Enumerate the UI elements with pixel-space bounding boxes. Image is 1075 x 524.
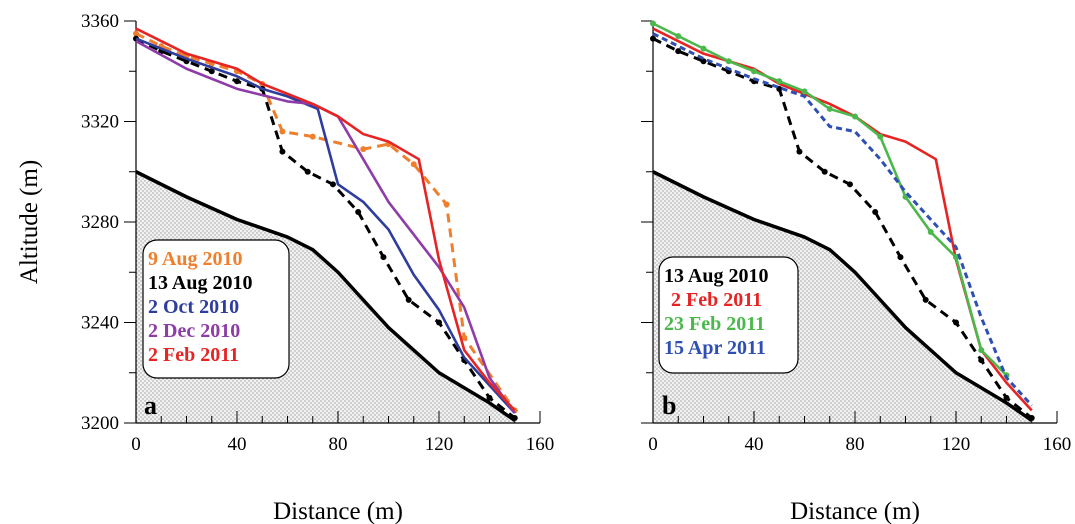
series-point <box>877 133 884 140</box>
series-point <box>1028 414 1035 421</box>
panel-label: a <box>144 391 157 420</box>
series-point <box>897 254 904 261</box>
series-13-aug-2010 <box>650 35 1035 421</box>
series-2-oct-2010 <box>135 37 516 414</box>
legend-entry: 2 Oct 2010 <box>148 296 239 318</box>
series-point <box>826 105 833 112</box>
y-tick-label: 3240 <box>81 313 119 334</box>
series-point <box>309 133 316 140</box>
series-point <box>360 146 367 153</box>
series-point <box>725 58 732 65</box>
series-2-dec-2010 <box>135 39 516 414</box>
series-point <box>978 357 985 364</box>
series-23-feb-2011 <box>650 20 1010 379</box>
legend-box <box>142 239 290 379</box>
x-tick-label: 120 <box>425 434 454 455</box>
series-point <box>675 48 682 55</box>
series-point <box>1003 394 1010 401</box>
series-point <box>279 128 286 135</box>
legend-entry: 13 Aug 2010 <box>148 272 252 294</box>
y-axis-title: Altitude (m) <box>16 160 43 284</box>
series-point <box>279 148 286 155</box>
x-axis-title: Distance (m) <box>273 498 403 524</box>
series-point <box>852 113 858 120</box>
series-line <box>652 37 1033 420</box>
x-tick-label: 0 <box>131 434 141 455</box>
series-point <box>208 68 215 75</box>
legend-entry: 2 Dec 2010 <box>148 320 240 342</box>
legend-entry: 13 Aug 2010 <box>664 265 768 287</box>
legend-entry: 15 Apr 2011 <box>664 337 766 359</box>
series-point <box>846 181 853 188</box>
x-tick-label: 0 <box>648 434 658 455</box>
x-tick-label: 160 <box>526 434 555 455</box>
x-tick-label: 120 <box>942 434 971 455</box>
series-point <box>927 229 934 236</box>
series-line <box>652 32 1033 407</box>
series-point <box>234 78 240 85</box>
x-axis-title: Distance (m) <box>790 498 920 524</box>
x-tick-label: 80 <box>329 434 348 455</box>
series-point <box>821 168 828 175</box>
series-point <box>953 319 959 326</box>
x-tick-label: 80 <box>846 434 865 455</box>
series-line <box>135 37 516 414</box>
series-point <box>872 208 879 215</box>
series-line <box>135 27 516 412</box>
series-point <box>511 414 518 421</box>
panel-label: b <box>662 391 676 420</box>
legend-entry: 2 Feb 2011 <box>148 344 239 366</box>
y-tick-label: 3360 <box>81 11 119 32</box>
series-line <box>135 37 516 420</box>
x-tick-label: 40 <box>745 434 764 455</box>
series-point <box>751 68 757 75</box>
series-line <box>135 39 516 414</box>
x-tick-label: 160 <box>1043 434 1072 455</box>
x-tick-label: 40 <box>228 434 247 455</box>
series-point <box>355 208 362 215</box>
series-point <box>700 45 707 52</box>
series-point <box>405 296 412 303</box>
series-15-apr-2011 <box>652 32 1033 407</box>
series-point <box>443 201 450 208</box>
series-point <box>133 30 139 37</box>
series-point <box>796 148 803 155</box>
series-point <box>922 296 929 303</box>
series-point <box>461 334 468 341</box>
series-point <box>650 20 656 27</box>
series-point <box>329 181 336 188</box>
series-point <box>776 78 783 85</box>
series-point <box>410 161 417 168</box>
series-point <box>978 347 985 354</box>
series-point <box>801 88 808 95</box>
legend-entry: 23 Feb 2011 <box>664 313 765 335</box>
series-point <box>486 394 493 401</box>
legend-entry: 9 Aug 2010 <box>148 248 242 270</box>
series-point <box>700 58 707 65</box>
legend-entry: 2 Feb 2011 <box>671 289 762 311</box>
y-tick-label: 3200 <box>81 413 119 434</box>
series-2-feb-2011 <box>135 27 516 412</box>
y-tick-label: 3280 <box>81 212 119 233</box>
panel-a: 3200 3240 3280 3320 3360 0 40 80 120 160 Distance … <box>81 11 554 524</box>
series-point <box>675 33 682 40</box>
series-point <box>304 168 311 175</box>
series-point <box>436 319 442 326</box>
bed-line <box>652 170 1033 422</box>
bed-line <box>135 170 516 422</box>
series-point <box>380 254 387 261</box>
legend-box <box>658 256 799 374</box>
y-tick-label: 3320 <box>81 112 119 133</box>
series-line <box>135 32 516 412</box>
series-point <box>650 35 656 42</box>
